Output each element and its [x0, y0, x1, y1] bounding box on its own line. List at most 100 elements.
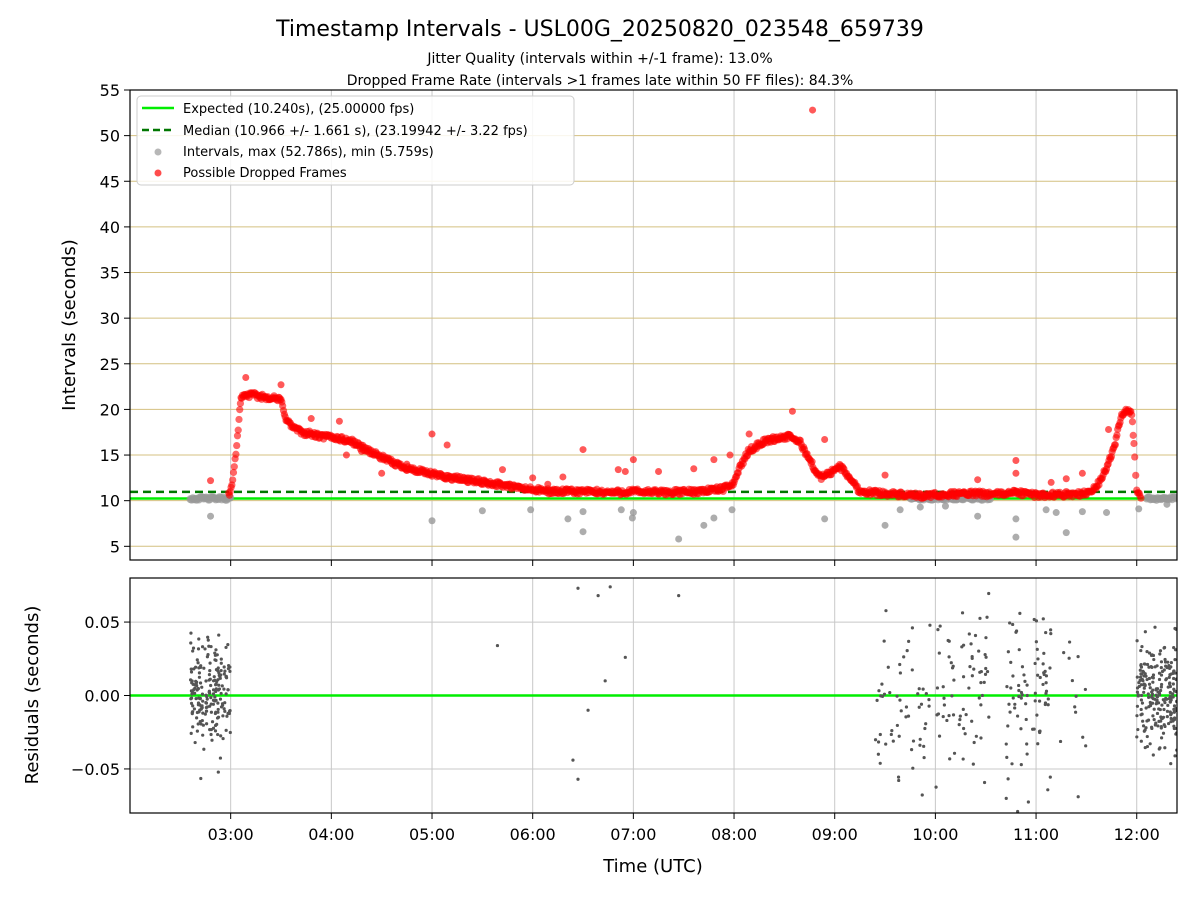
residual-point [1084, 744, 1088, 748]
residual-point [191, 725, 195, 729]
dropped-frame-point [428, 430, 436, 438]
residual-point [980, 693, 984, 698]
residual-point [942, 703, 946, 707]
residual-point [1034, 640, 1038, 644]
residual-point [880, 682, 884, 686]
residual-point [1172, 676, 1176, 681]
dropped-frame-point [788, 407, 796, 415]
residual-point [1145, 744, 1150, 749]
residual-point [222, 665, 226, 669]
residual-point [207, 690, 211, 694]
residual-point [961, 675, 966, 679]
residual-point [924, 691, 928, 696]
residual-point [1150, 725, 1154, 729]
residual-point [1032, 727, 1036, 731]
interval-point [700, 521, 708, 529]
residual-point [1161, 698, 1165, 702]
residual-point [1010, 762, 1014, 766]
residual-point [1046, 788, 1050, 792]
residual-point [1135, 686, 1140, 690]
residual-point [201, 699, 205, 703]
residual-point [910, 668, 914, 672]
legend-box [136, 95, 575, 186]
residual-point [199, 776, 203, 781]
residual-point [228, 669, 232, 673]
residual-point [190, 692, 194, 696]
interval-point [428, 517, 436, 525]
residual-point [214, 648, 218, 652]
residual-point [194, 682, 198, 686]
residual-point [957, 722, 961, 727]
dropped-frame-point [378, 469, 386, 477]
residual-point [945, 718, 949, 723]
residual-point [1162, 646, 1166, 650]
residual-point [203, 647, 207, 651]
residual-point [1005, 755, 1009, 759]
interval-point [1135, 505, 1143, 513]
residual-point [208, 728, 212, 732]
residual-point [1141, 724, 1146, 728]
interval-point [527, 506, 535, 514]
residual-point [1173, 648, 1177, 652]
residual-point [1037, 699, 1042, 703]
interval-point [1052, 509, 1060, 517]
residual-point [1159, 660, 1164, 664]
dropped-frame-point [335, 417, 343, 425]
residual-point [952, 678, 956, 682]
jitter-quality-subtitle: Jitter Quality (intervals within +/-1 fr… [426, 51, 772, 67]
dropped-frame-point [307, 415, 315, 423]
dropped-frame-point [621, 467, 629, 475]
residual-point [1162, 668, 1166, 672]
residual-point [1173, 754, 1177, 758]
residual-point [979, 703, 983, 707]
residual-point [947, 713, 951, 718]
residual-point [1140, 712, 1144, 716]
residual-point [1026, 800, 1030, 804]
residual-point [576, 586, 580, 590]
residual-point [891, 739, 895, 743]
residual-point [209, 683, 213, 688]
interval-point [896, 506, 904, 514]
interval-point [941, 502, 949, 510]
residual-point [904, 715, 908, 719]
residual-point [211, 726, 216, 730]
residual-point [1164, 664, 1168, 668]
residual-point [1173, 716, 1177, 720]
residual-point [209, 702, 213, 706]
residual-point [904, 705, 909, 709]
residual-point [219, 657, 223, 661]
residual-point [937, 651, 941, 655]
residual-point [222, 687, 226, 691]
residual-point [918, 737, 922, 741]
residual-point [1169, 761, 1173, 766]
residual-point [189, 641, 193, 645]
residual-point [1043, 701, 1048, 705]
residual-point [1148, 742, 1152, 746]
residual-point [1164, 678, 1168, 682]
residual-point [1006, 724, 1010, 728]
residual-point [960, 611, 965, 615]
residual-point [1048, 666, 1052, 670]
residual-point [221, 714, 225, 718]
residual-point [1044, 630, 1048, 635]
residual-point [226, 711, 230, 715]
interval-point [478, 507, 486, 515]
residual-point [1157, 707, 1161, 711]
residual-point [951, 713, 956, 717]
residual-point [586, 708, 590, 712]
dropped-frame-point [1130, 439, 1138, 448]
residual-point [961, 757, 965, 761]
residual-point [917, 687, 921, 691]
dropped-frame-point [821, 436, 829, 444]
residual-point [217, 633, 221, 637]
residual-point [1005, 685, 1009, 689]
residual-point [1008, 621, 1012, 625]
residual-point [1171, 692, 1175, 696]
residual-point [1156, 724, 1160, 728]
residual-point [979, 669, 983, 674]
residual-point [890, 729, 894, 733]
residual-point [195, 658, 199, 662]
residual-point [214, 689, 218, 694]
residual-point [224, 728, 228, 732]
residual-point [987, 715, 991, 719]
